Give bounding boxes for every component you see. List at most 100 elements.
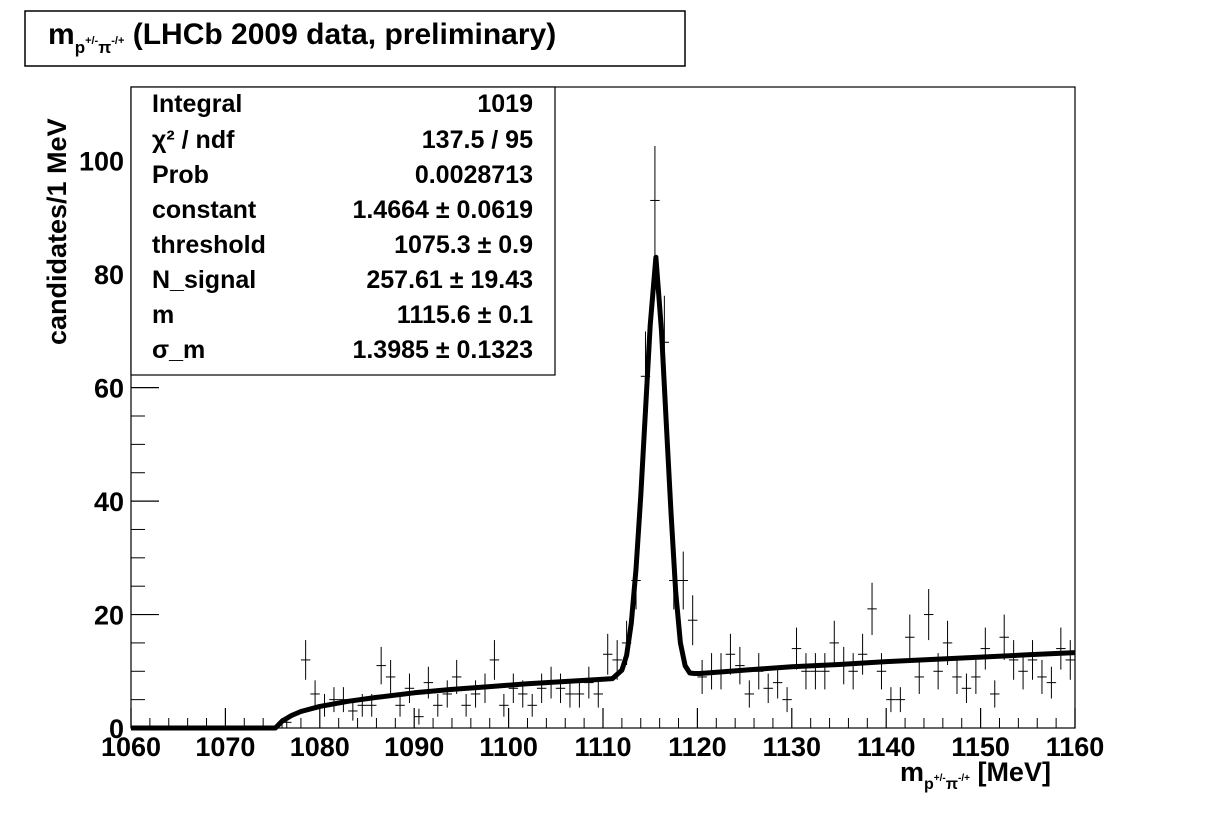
data-point [442,680,452,708]
data-point [886,687,896,713]
data-point [876,653,887,690]
data-point [640,331,651,422]
data-points [282,145,1075,728]
data-point [555,673,566,704]
data-point [536,673,547,704]
stats-box: Integral 1019 χ² / ndf 137.5 / 95 Prob 0… [130,86,556,376]
x-tick-label: 1110 [574,732,631,762]
x-tick-label: 1150 [951,732,1010,762]
data-point [489,640,500,680]
data-point [612,640,622,680]
data-point [574,680,585,708]
data-point [678,551,688,610]
data-point [395,693,405,717]
data-point [857,633,868,675]
data-point [659,295,670,389]
data-point [631,551,641,610]
data-point [319,693,330,717]
stats-label-prob: Prob [152,161,209,189]
data-point [508,673,519,704]
x-tick-label: 1160 [1046,732,1105,762]
data-point [414,708,424,725]
stats-value-constant: 1.4664 ± 0.0619 [352,196,533,224]
data-point [300,640,311,680]
stats-value-chi2: 137.5 / 95 [422,126,533,154]
data-point [848,653,858,690]
data-point [933,653,943,690]
data-point [763,673,773,704]
data-point [942,620,953,666]
stats-value-prob: 0.0028713 [415,161,533,189]
x-tick-label: 1140 [857,732,916,762]
x-tick-label: 1120 [668,732,727,762]
data-point [376,646,386,685]
x-tick-label: 1060 [101,732,161,762]
stats-label-chi2: χ² / ndf [152,126,235,154]
data-point [669,551,679,610]
data-point [791,627,802,670]
x-axis-label: mp+/-π-/+ [MeV] [900,757,1051,793]
data-point [470,680,481,708]
data-point [1027,640,1038,680]
data-point [990,680,1000,708]
data-point [584,666,594,699]
data-point [687,595,698,646]
data-point [310,680,320,708]
data-point [772,666,783,699]
data-point [1056,627,1066,670]
data-point [480,673,490,704]
data-point [810,653,821,690]
data-point [1037,659,1047,694]
y-tick-label: 60 [94,374,124,404]
stats-value-threshold: 1075.3 ± 0.9 [394,231,533,259]
data-point [839,646,849,685]
data-point [565,680,575,708]
plot-title: mp+/-π-/+ (LHCb 2009 data, preliminary) [48,18,556,57]
data-point [451,659,462,694]
x-tick-label: 1130 [763,732,822,762]
data-point [621,620,632,666]
y-axis-label: candidates/1 MeV [42,118,72,345]
data-point [357,693,367,717]
stats-label-sigma: σ_m [152,336,205,364]
data-point [546,666,556,699]
x-tick-label: 1070 [195,732,255,762]
data-point [829,620,839,666]
title-box: mp+/-π-/+ (LHCb 2009 data, preliminary) [24,10,686,67]
data-point [404,673,415,704]
data-point [971,659,981,694]
data-point [725,633,736,675]
stats-value-nsignal: 257.61 ± 19.43 [366,266,533,294]
data-point [999,614,1009,660]
y-tick-label: 80 [94,260,124,290]
data-point [782,687,792,713]
data-point [499,693,509,717]
data-point [461,693,471,717]
y-tick-label: 100 [79,147,124,177]
data-point [923,589,934,641]
data-point [433,693,443,717]
data-point [820,653,830,690]
data-point [282,716,292,728]
data-point [754,653,764,690]
data-point [329,687,339,713]
stats-value-integral: 1019 [477,90,533,118]
stats-label-m: m [152,301,174,329]
stats-value-m: 1115.6 ± 0.1 [397,301,533,329]
stats-value-sigma: 1.3985 ± 0.1323 [352,336,533,364]
x-tick-label: 1090 [384,732,444,762]
data-point [905,614,915,660]
data-point [385,659,396,694]
data-point [952,659,962,694]
data-point [348,701,358,721]
data-point [338,687,349,713]
stats-label-nsignal: N_signal [152,266,256,294]
data-point [697,659,707,694]
data-point [961,673,972,704]
data-point [914,659,924,694]
data-point [423,666,434,699]
data-point [895,687,906,713]
data-point [867,582,877,635]
data-point [1018,653,1028,690]
